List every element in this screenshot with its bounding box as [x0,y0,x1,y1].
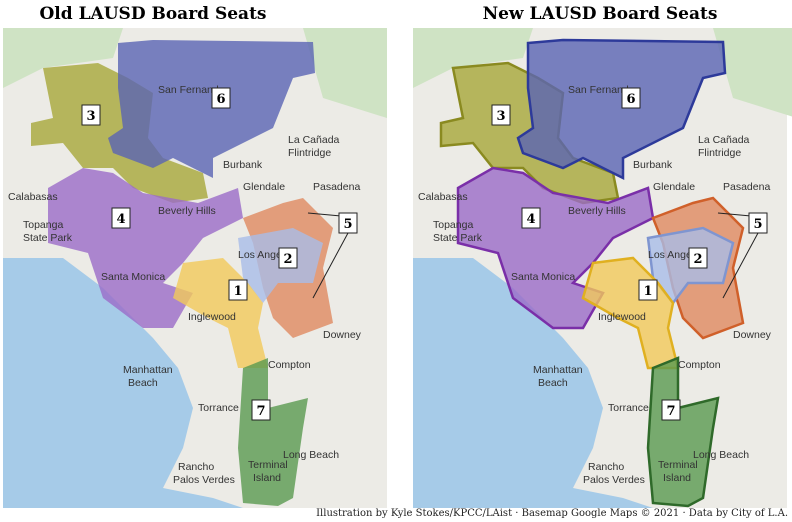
place-label: Island [663,472,691,484]
district-box [491,104,511,126]
place-label: Long Beach [283,449,339,461]
district-box [521,207,541,229]
map-title: Old LAUSD Board Seats [40,4,267,24]
district-box [111,207,131,229]
place-label: Palos Verdes [583,474,645,486]
hills [303,28,387,118]
hills [3,28,123,88]
place-label: San Fernando [568,84,635,96]
place-label: La Cañada [288,134,340,146]
place-label: Calabasas [418,191,468,203]
place-label: Manhattan [533,364,583,376]
place-label: Flintridge [288,147,331,159]
district-box [251,399,271,421]
place-label: Beach [538,377,568,389]
map-title: New LAUSD Board Seats [483,4,718,24]
district-box [211,87,231,109]
leader-line [722,232,759,299]
place-label: Santa Monica [511,271,575,283]
district-area [646,356,720,508]
place-label: San Fernando [158,84,225,96]
place-label: Inglewood [598,311,646,323]
district-area [48,168,243,328]
district-box [638,279,658,301]
district-number: 3 [86,109,95,124]
place-label: Beach [128,377,158,389]
district-number: 6 [216,92,225,107]
place-label: Glendale [243,181,285,193]
district-box [278,247,298,269]
district-box [338,212,358,234]
place-label: Terminal [658,459,698,471]
place-label: Beverly Hills [158,205,216,217]
credit: Illustration by Kyle Stokes/KPCC/LAist ·… [316,508,788,519]
district-number: 4 [526,212,535,227]
place-label: Downey [323,329,362,341]
leader-line [717,212,752,217]
district-number: 3 [496,109,505,124]
place-label: Downey [733,329,772,341]
district-box [661,399,681,421]
place-label: Glendale [653,181,695,193]
place-label: Calabasas [8,191,58,203]
district-box [621,87,641,109]
place-label: Torrance [608,402,649,414]
district-box [228,279,248,301]
place-label: Rancho [588,461,624,473]
district-box [748,212,768,234]
district-area [238,358,308,506]
leader-line [307,212,342,217]
place-label: Compton [678,359,721,371]
place-label: Inglewood [188,311,236,323]
ocean [3,258,243,508]
place-label: Burbank [633,159,673,171]
place-label: Long Beach [693,449,749,461]
hills [713,28,792,117]
district-number: 7 [666,404,675,419]
hills [413,28,533,88]
place-label: Topanga [433,219,473,231]
place-label: Santa Monica [101,271,165,283]
district-number: 6 [626,92,635,107]
district-number: 2 [693,252,702,267]
place-label: Terminal [248,459,288,471]
place-label: State Park [433,232,483,244]
place-label: La Cañada [698,134,750,146]
place-label: Island [253,472,281,484]
district-number: 1 [643,284,652,299]
place-label: Manhattan [123,364,173,376]
district-number: 5 [753,217,762,232]
district-number: 2 [283,252,292,267]
place-label: Torrance [198,402,239,414]
place-label: Topanga [23,219,63,231]
place-label: Burbank [223,159,263,171]
district-box [81,104,101,126]
district-number: 7 [256,404,265,419]
district-box [688,247,708,269]
ocean [413,258,653,508]
place-label: Pasadena [723,181,770,193]
place-label: State Park [23,232,73,244]
place-label: Palos Verdes [173,474,235,486]
leader-line [312,232,349,299]
place-label: Rancho [178,461,214,473]
place-label: Compton [268,359,311,371]
district-number: 1 [233,284,242,299]
district-number: 4 [116,212,125,227]
place-label: Flintridge [698,147,741,159]
district-number: 5 [343,217,352,232]
place-label: Pasadena [313,181,360,193]
district-area [516,38,727,181]
place-label: Beverly Hills [568,205,626,217]
district-area [108,40,315,178]
